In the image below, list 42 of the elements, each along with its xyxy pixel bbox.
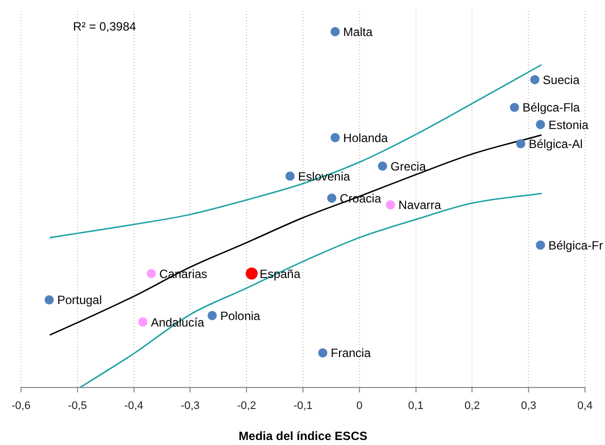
point: [330, 27, 340, 36]
point: [516, 139, 526, 148]
annotation: R² = 0,3984: [73, 19, 136, 34]
annotation: Navarra: [398, 198, 442, 212]
point: [318, 348, 328, 358]
x-tick-label: 0,1: [408, 400, 424, 412]
annotation: Bélgica-Al: [528, 137, 583, 152]
point: [246, 268, 258, 280]
x-tick-label: 0: [356, 400, 362, 412]
point: [378, 162, 388, 171]
point: [530, 75, 540, 84]
annotation: Francia: [330, 346, 372, 360]
x-tick-label: 0,3: [520, 400, 536, 412]
annotation: Polonia: [220, 308, 261, 323]
annotation: Portugal: [57, 293, 102, 308]
x-tick-label: -0,6: [12, 400, 30, 412]
annotation: Bélgica-Fr: [548, 238, 604, 252]
x-tick-label: -0,2: [237, 400, 256, 412]
point: [330, 133, 340, 142]
annotation: Bélgca-Fla: [522, 100, 580, 115]
point: [536, 120, 546, 130]
point: [208, 310, 217, 320]
point: [327, 194, 336, 203]
annotation: Grecia: [390, 159, 426, 174]
x-tick-label: 0,4: [577, 400, 593, 412]
point: [285, 171, 295, 181]
point: [510, 102, 520, 112]
x-axis-title: Media del índice ESCS: [238, 429, 368, 444]
point: [386, 200, 396, 210]
x-tick-label: -0,1: [294, 400, 312, 412]
x-tick-label: -0,3: [180, 400, 200, 412]
x-tick-label: -0,4: [124, 400, 144, 412]
point: [44, 295, 54, 304]
x-tick-label: 0,2: [464, 400, 480, 412]
annotation: Holanda: [343, 130, 388, 145]
point: [138, 317, 148, 327]
point: [536, 240, 546, 250]
point: [146, 268, 156, 278]
x-tick-label: -0,5: [68, 400, 87, 412]
annotation: Suecia: [542, 72, 580, 87]
annotation: Malta: [343, 24, 373, 39]
annotation: Estonia: [548, 118, 589, 132]
